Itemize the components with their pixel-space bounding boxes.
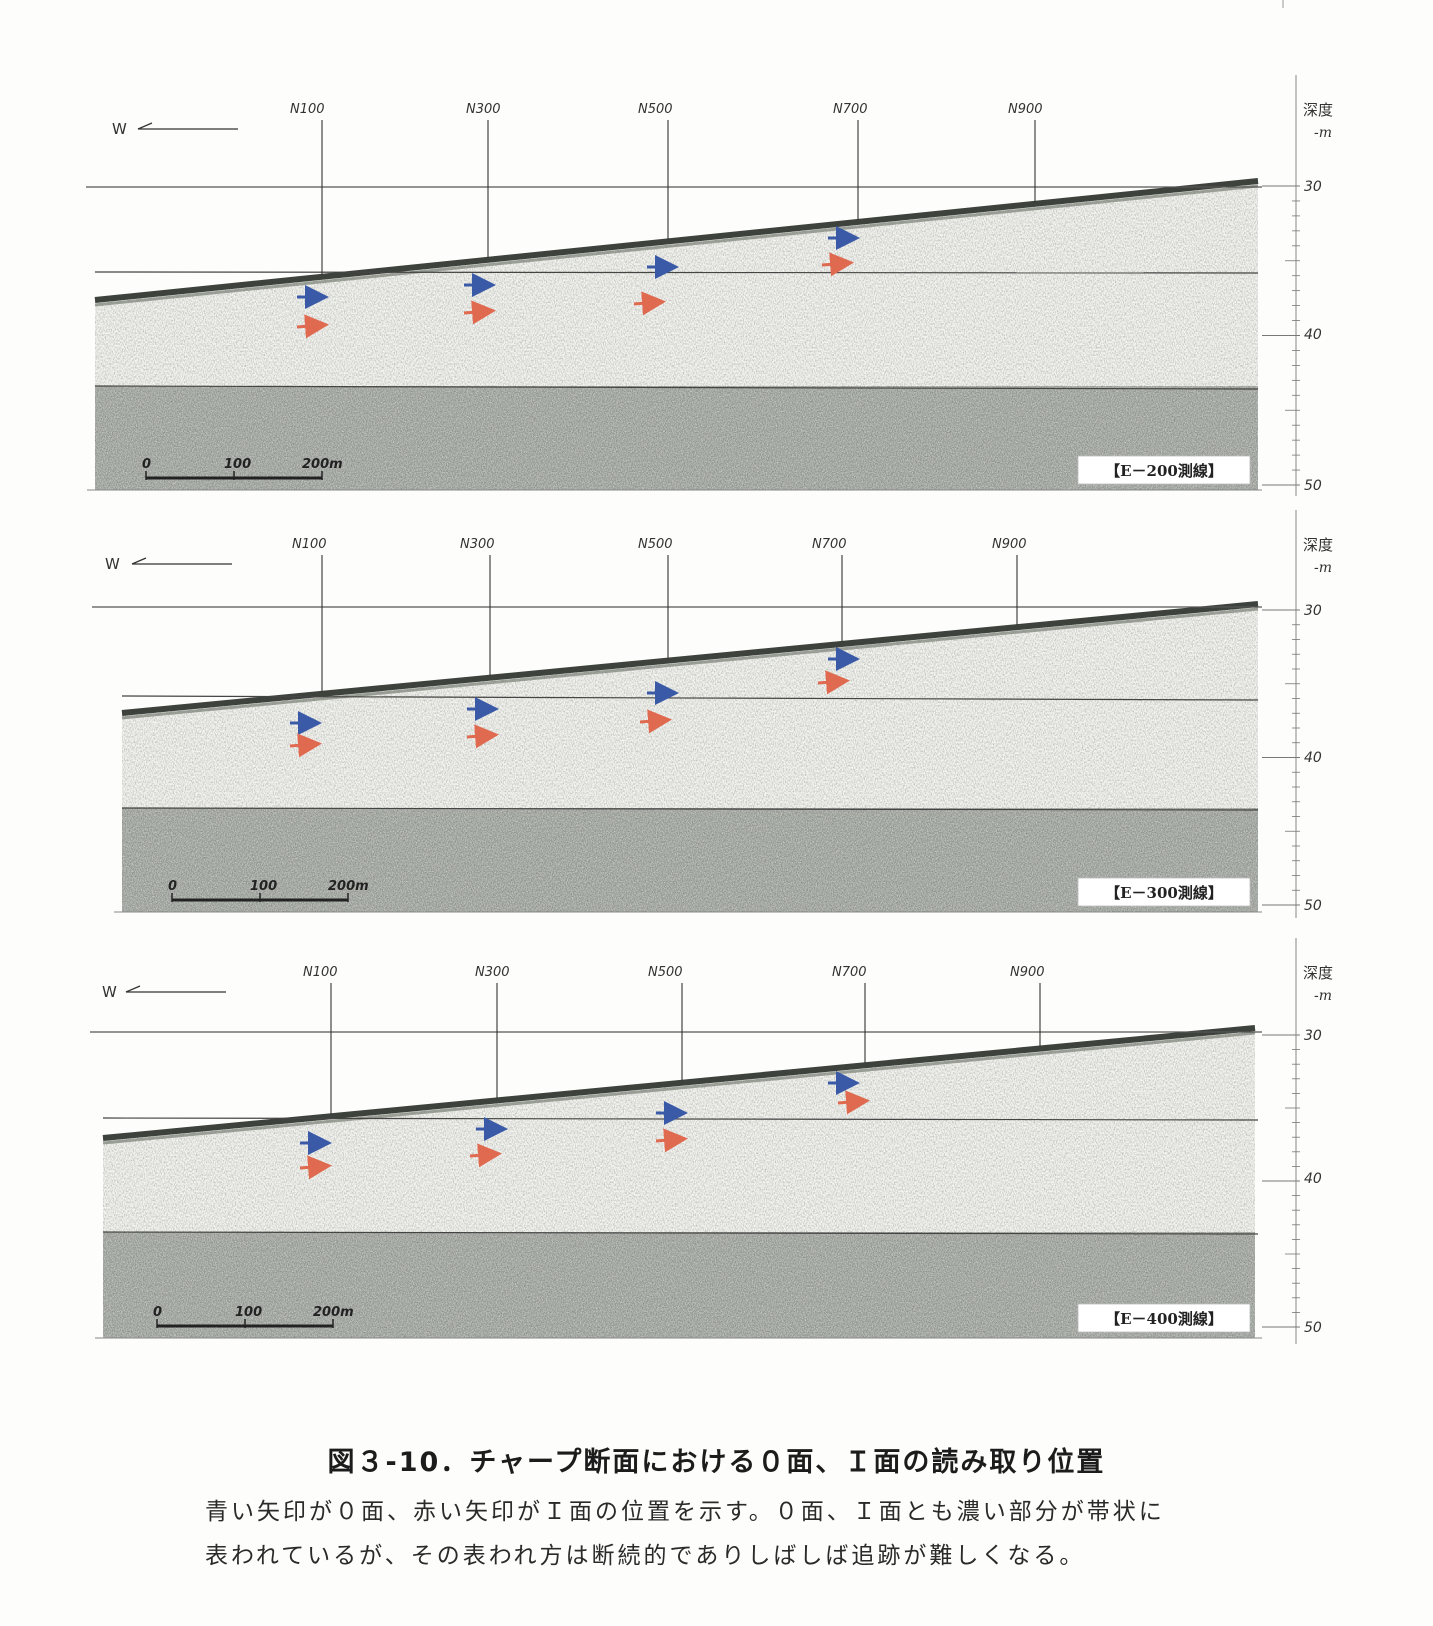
red-arrow-icon: [469, 1143, 502, 1168]
red-arrow-icon: [633, 291, 666, 316]
caption-line-2: 表われているが、その表われ方は断続的でありしばしば追跡が難しくなる。: [205, 1543, 1086, 1569]
station-label: N300: [475, 965, 510, 980]
station-label: N100: [292, 537, 327, 552]
depth-tick-label: 30: [1304, 1028, 1322, 1044]
scale-label: 100: [235, 1305, 262, 1320]
lower-speckle-layer: [122, 808, 1258, 912]
station-label: N500: [648, 965, 683, 980]
seafloor-shadow: [94, 184, 1259, 307]
station-label: N500: [638, 537, 673, 552]
depth-axis-title: 深度: [1303, 536, 1333, 554]
west-arrow-icon: [137, 122, 238, 130]
scale-label: 100: [250, 879, 277, 894]
seafloor-reflector: [102, 1025, 1256, 1141]
chirp-section-figure: W N100 N300 N500 N700 N900 深度 -m 30 40 50 0 100 200m 【…: [86, 0, 1333, 1344]
sediment-noise: [103, 1028, 1255, 1338]
scale-label: 0: [168, 879, 177, 894]
scale-label: 100: [224, 457, 251, 472]
scale-label: 0: [153, 1305, 162, 1320]
red-arrow-icon: [463, 300, 496, 325]
station-label: N300: [460, 537, 495, 552]
red-arrow-icon: [655, 1128, 688, 1153]
reference-line: [121, 807, 1259, 811]
scale-label: 200m: [302, 457, 343, 472]
sediment-noise: [122, 604, 1258, 912]
depth-tick-label: 40: [1304, 327, 1322, 343]
west-arrow-icon: [125, 985, 226, 993]
station-label: N300: [466, 102, 501, 117]
seafloor-reflector: [94, 178, 1259, 303]
red-arrow-icon: [289, 733, 322, 758]
red-arrow-icon: [299, 1155, 332, 1180]
lower-speckle-layer: [103, 1232, 1255, 1338]
lower-shade: [122, 808, 1258, 912]
lower-speckle-layer: [95, 386, 1258, 490]
profile-panel: W N100 N300 N500 N700 N900 深度 -m 30 40 50 0 100 200m 【…: [86, 75, 1333, 496]
red-arrow-icon: [296, 314, 329, 339]
seafloor-shadow: [121, 607, 1259, 720]
depth-tick-label: 50: [1304, 478, 1322, 494]
station-label: N900: [1010, 965, 1045, 980]
depth-axis-unit: -m: [1314, 988, 1332, 1004]
depth-tick-label: 30: [1304, 179, 1322, 195]
red-arrow-icon: [639, 709, 672, 734]
reference-line: [94, 385, 1259, 390]
lower-shade: [95, 386, 1258, 490]
lower-shade: [103, 1232, 1255, 1338]
survey-line-label: 【E－200測線】: [1105, 462, 1223, 480]
station-label: N700: [833, 102, 868, 117]
red-arrow-icon: [466, 724, 499, 749]
depth-tick-label: 30: [1304, 603, 1322, 619]
profile-panel: W N100 N300 N500 N700 N900 深度 -m 30 40 50 0 100 200m 【…: [92, 510, 1333, 918]
reference-line: [121, 695, 1259, 701]
red-arrow-icon: [837, 1090, 870, 1115]
station-label: N700: [812, 537, 847, 552]
direction-label: W: [105, 555, 120, 573]
station-label: N700: [832, 965, 867, 980]
west-arrow-icon: [131, 557, 232, 565]
caption-line-1: 青い矢印が０面、赤い矢印がＩ面の位置を示す。０面、Ｉ面とも濃い部分が帯状に: [205, 1499, 1165, 1525]
red-arrow-icon: [821, 252, 854, 277]
station-label: N900: [992, 537, 1027, 552]
profile-panel: W N100 N300 N500 N700 N900 深度 -m 30 40 50 0 100 200m 【…: [90, 938, 1333, 1344]
scale-label: 200m: [313, 1305, 354, 1320]
figure-caption-body: 青い矢印が０面、赤い矢印がＩ面の位置を示す。０面、Ｉ面とも濃い部分が帯状に 表わ…: [205, 1490, 1255, 1578]
depth-axis-unit: -m: [1314, 560, 1332, 576]
direction-label: W: [112, 120, 127, 138]
scale-label: 0: [142, 457, 151, 472]
line-label-box: [1077, 455, 1251, 485]
survey-line-label: 【E－300測線】: [1105, 884, 1223, 902]
figure-caption-title: 図３-10．チャープ断面における０面、Ｉ面の読み取り位置: [327, 1447, 1106, 1478]
station-label: N500: [638, 102, 673, 117]
station-label: N900: [1008, 102, 1043, 117]
line-label-box: [1077, 877, 1251, 907]
sediment-noise: [95, 181, 1258, 490]
station-label: N100: [303, 965, 338, 980]
depth-tick-label: 40: [1304, 750, 1322, 766]
line-label-box: [1077, 1303, 1251, 1333]
scale-label: 200m: [328, 879, 369, 894]
seafloor-shadow: [102, 1031, 1256, 1145]
seafloor-reflector: [121, 601, 1259, 716]
depth-tick-label: 50: [1304, 898, 1322, 914]
depth-axis-unit: -m: [1314, 125, 1332, 141]
direction-label: W: [102, 983, 117, 1001]
red-arrow-icon: [817, 670, 850, 695]
depth-tick-label: 40: [1304, 1171, 1322, 1187]
survey-line-label: 【E－400測線】: [1105, 1310, 1223, 1328]
depth-axis-title: 深度: [1303, 964, 1333, 982]
station-label: N100: [290, 102, 325, 117]
depth-axis-title: 深度: [1303, 101, 1333, 119]
chirp-profile-panels: W N100 N300 N500 N700 N900 深度 -m 30 40 50 0 100 200m 【…: [86, 0, 1333, 1344]
depth-tick-label: 50: [1304, 1320, 1322, 1336]
reference-line: [102, 1231, 1259, 1235]
